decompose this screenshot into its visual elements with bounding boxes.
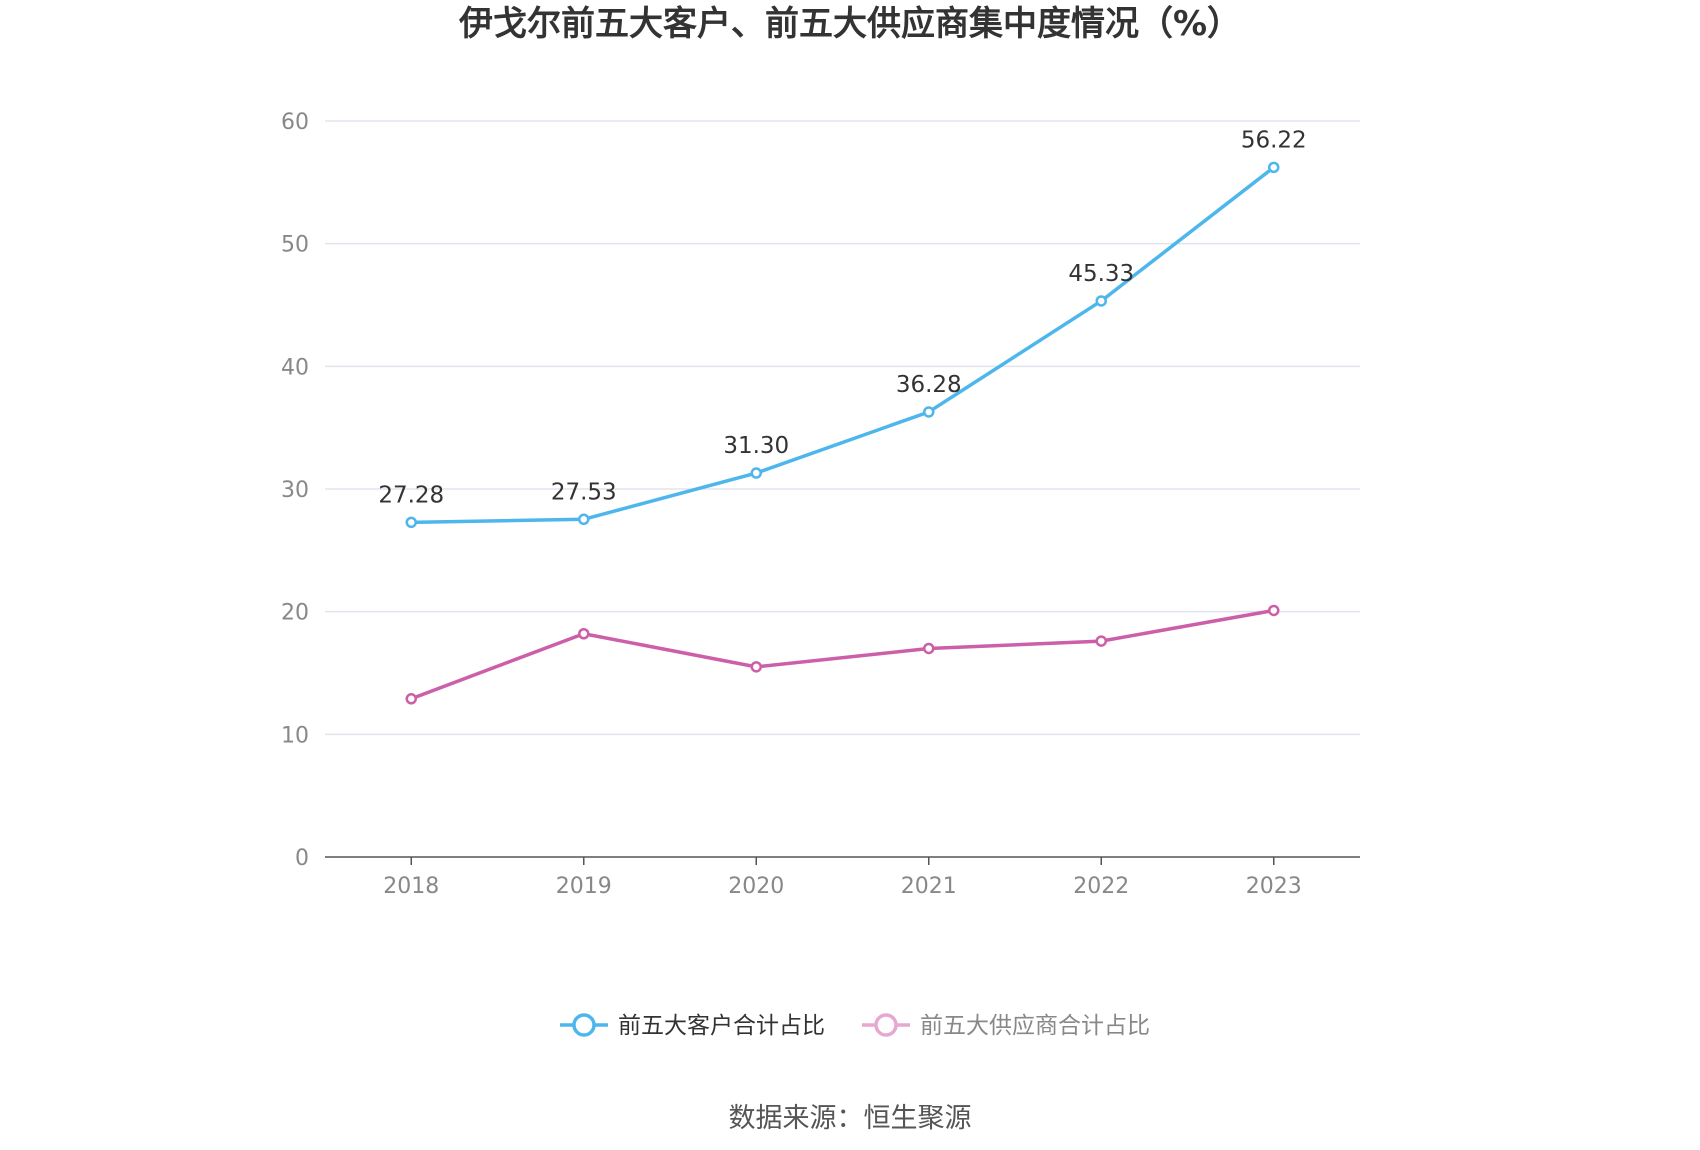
data-point xyxy=(1095,295,1107,307)
x-tick-label: 2023 xyxy=(1246,874,1302,899)
data-label: 27.28 xyxy=(378,482,444,508)
data-point xyxy=(923,406,935,418)
data-label: 27.53 xyxy=(551,479,617,505)
y-tick-label: 20 xyxy=(281,601,309,626)
data-point xyxy=(405,516,417,529)
y-tick-label: 50 xyxy=(281,233,309,258)
x-tick-label: 2018 xyxy=(383,874,439,899)
grid-lines xyxy=(325,120,1360,736)
source-note: 数据来源：恒生聚源 xyxy=(729,1103,972,1134)
legend-label[interactable]: 前五大供应商合计占比 xyxy=(920,1013,1150,1039)
y-tick-label: 60 xyxy=(281,110,309,135)
y-axis: 0 10 20 30 40 50 60 xyxy=(281,110,309,871)
data-label: 56.22 xyxy=(1241,127,1307,153)
data-point xyxy=(923,642,935,655)
series-layer: 27.28 27.53 31.30 36.28 45.33 56.22 xyxy=(378,127,1307,705)
x-tick-label: 2021 xyxy=(901,874,957,899)
y-tick-label: 30 xyxy=(281,478,309,503)
x-axis: 2018 2019 2020 2021 2022 2023 xyxy=(325,856,1360,899)
data-label: 45.33 xyxy=(1068,261,1134,287)
y-tick-label: 10 xyxy=(281,723,309,748)
y-tick-label: 0 xyxy=(295,846,309,871)
chart-title: 伊戈尔前五大客户、前五大供应商集中度情况（%） xyxy=(458,4,1241,44)
data-point xyxy=(1095,635,1107,647)
data-label: 31.30 xyxy=(723,433,789,459)
x-tick-label: 2020 xyxy=(728,874,784,899)
data-point xyxy=(750,467,762,479)
data-point xyxy=(578,513,590,526)
data-point xyxy=(1268,161,1280,174)
x-tick-label: 2019 xyxy=(556,874,612,899)
data-point xyxy=(578,627,590,640)
series-line xyxy=(409,608,1276,701)
series-line xyxy=(409,165,1276,525)
legend[interactable]: 前五大客户合计占比 前五大供应商合计占比 xyxy=(560,1013,1150,1039)
data-point xyxy=(750,661,762,673)
data-label: 36.28 xyxy=(896,372,962,398)
legend-marker-icon xyxy=(874,1013,898,1037)
data-point xyxy=(1268,604,1280,617)
y-tick-label: 40 xyxy=(281,355,309,380)
data-point xyxy=(405,693,417,705)
legend-label[interactable]: 前五大客户合计占比 xyxy=(618,1013,825,1039)
legend-marker-icon xyxy=(572,1013,596,1037)
x-tick-label: 2022 xyxy=(1073,874,1129,899)
